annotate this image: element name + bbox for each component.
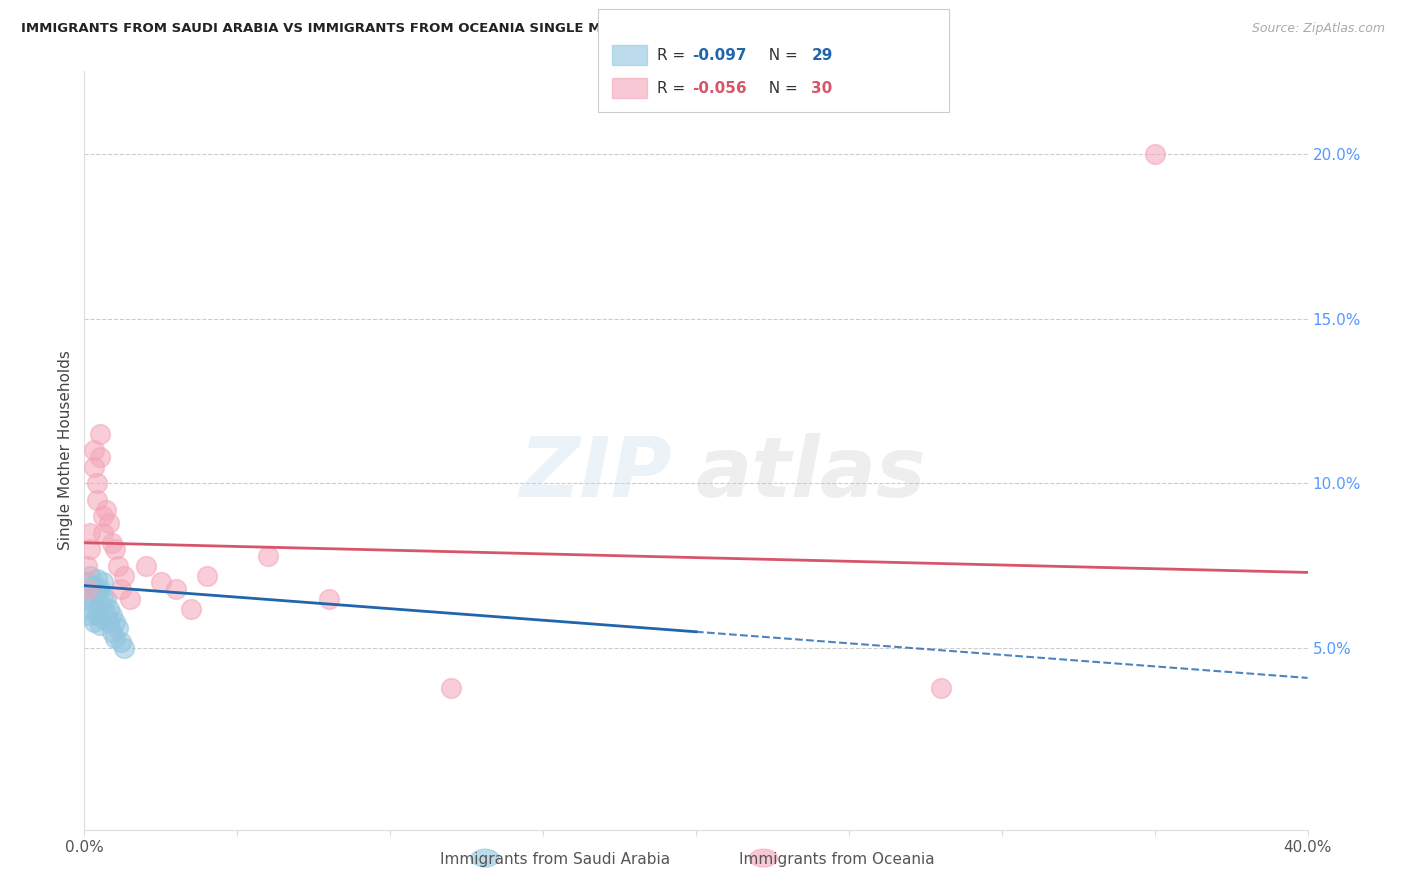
Point <box>97 516 120 530</box>
Text: Source: ZipAtlas.com: Source: ZipAtlas.com <box>1251 22 1385 36</box>
Text: N =: N = <box>759 81 803 95</box>
Text: -0.056: -0.056 <box>692 81 747 95</box>
Point <box>149 575 172 590</box>
Text: R =: R = <box>657 81 690 95</box>
Point <box>101 535 124 549</box>
Point <box>110 582 132 596</box>
Point <box>104 542 127 557</box>
Point <box>94 503 117 517</box>
Text: R =: R = <box>657 48 690 62</box>
Point <box>76 582 98 596</box>
Point <box>91 509 114 524</box>
Text: Immigrants from Saudi Arabia: Immigrants from Saudi Arabia <box>440 852 671 867</box>
Point <box>440 681 463 695</box>
Text: 29: 29 <box>811 48 832 62</box>
Point <box>101 624 124 639</box>
Point <box>76 575 98 590</box>
Text: -0.097: -0.097 <box>692 48 747 62</box>
Point <box>86 608 108 623</box>
Point <box>91 591 114 606</box>
Point <box>107 622 129 636</box>
Point <box>86 585 108 599</box>
Point <box>83 615 105 629</box>
Text: ZIP: ZIP <box>519 433 672 514</box>
Text: atlas: atlas <box>696 433 927 514</box>
Point <box>86 492 108 507</box>
Point <box>1143 146 1166 161</box>
Point <box>97 601 120 615</box>
Point <box>89 450 111 464</box>
Point <box>76 591 98 606</box>
Point <box>83 459 105 474</box>
Point <box>120 591 142 606</box>
Text: N =: N = <box>759 48 803 62</box>
Point <box>91 611 114 625</box>
Point <box>83 591 105 606</box>
Point <box>180 601 202 615</box>
Point <box>76 608 98 623</box>
Text: 30: 30 <box>811 81 832 95</box>
Point <box>79 582 101 596</box>
Point <box>101 608 124 623</box>
Point <box>76 558 98 573</box>
Point <box>79 601 101 615</box>
Point <box>89 618 111 632</box>
Point <box>89 599 111 613</box>
Point <box>91 575 114 590</box>
Text: IMMIGRANTS FROM SAUDI ARABIA VS IMMIGRANTS FROM OCEANIA SINGLE MOTHER HOUSEHOLDS: IMMIGRANTS FROM SAUDI ARABIA VS IMMIGRAN… <box>21 22 924 36</box>
Point <box>94 591 117 606</box>
Point <box>83 579 105 593</box>
Point <box>257 549 280 563</box>
Point <box>112 568 135 582</box>
Point <box>195 568 218 582</box>
Point <box>112 641 135 656</box>
Point <box>929 681 952 695</box>
Point <box>89 582 111 596</box>
Text: Immigrants from Oceania: Immigrants from Oceania <box>738 852 935 867</box>
Point <box>86 572 108 586</box>
Point <box>318 591 340 606</box>
Y-axis label: Single Mother Households: Single Mother Households <box>58 351 73 550</box>
Point <box>107 558 129 573</box>
Point <box>110 634 132 648</box>
Point <box>79 525 101 540</box>
Point <box>135 558 157 573</box>
Point <box>79 568 101 582</box>
Point <box>91 525 114 540</box>
Point <box>94 608 117 623</box>
Point <box>86 476 108 491</box>
Point <box>83 443 105 458</box>
Point <box>104 632 127 646</box>
Point <box>79 542 101 557</box>
Point <box>165 582 187 596</box>
Point <box>104 615 127 629</box>
Point <box>97 615 120 629</box>
Point <box>89 427 111 442</box>
